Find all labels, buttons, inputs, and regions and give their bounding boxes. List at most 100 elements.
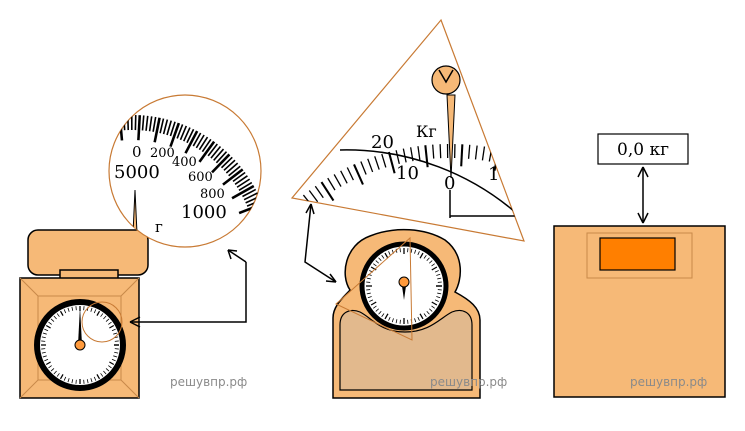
dial-tick	[292, 209, 297, 221]
dial-tick	[381, 313, 385, 317]
connector-arrow-3	[637, 166, 649, 224]
dial-tick	[437, 277, 442, 280]
dial-tick	[250, 210, 261, 217]
zoom2-needle-hub	[431, 65, 461, 95]
dial-tick	[340, 170, 348, 184]
dial-tick	[373, 305, 377, 309]
zoom1-unit: г	[155, 218, 163, 236]
dial-tick	[238, 181, 253, 191]
dial-tick	[152, 116, 157, 132]
dial-tick	[201, 138, 212, 153]
electronic-scale-display	[599, 237, 676, 271]
dial-tick	[113, 332, 118, 335]
dial-tick	[48, 321, 52, 325]
dial-tick	[292, 203, 308, 222]
dial-tick	[222, 168, 244, 186]
dial-tick	[153, 117, 161, 143]
dial-tick	[242, 188, 257, 198]
zoom1-label-600: 600	[188, 170, 213, 185]
dial-tick	[249, 256, 261, 263]
dial-tick	[428, 260, 433, 264]
dial-tick	[434, 270, 439, 273]
dial-tick	[391, 318, 394, 323]
dial-tick	[436, 296, 441, 299]
dial-tick	[56, 313, 60, 317]
zoom2-needle	[446, 94, 456, 179]
dial-tick	[145, 115, 149, 131]
dial-tick	[71, 379, 74, 384]
dial-tick	[410, 147, 414, 162]
dial-tick	[353, 163, 364, 185]
dial-tick	[105, 368, 110, 372]
dial-tick	[375, 260, 380, 264]
dial-tick	[243, 221, 261, 231]
dial-tick	[436, 273, 441, 276]
dial-tick	[254, 230, 261, 235]
dial-tick	[50, 318, 55, 322]
dial-tick	[267, 231, 284, 245]
dial-tick	[262, 237, 273, 245]
dial-tick	[431, 263, 435, 267]
dial-tick	[388, 316, 391, 321]
dial-tick	[417, 251, 420, 256]
dial-tick	[207, 143, 218, 157]
dial-tick	[210, 145, 222, 159]
dial-tick	[44, 328, 49, 332]
dial-tick	[90, 378, 93, 383]
dial-tick	[41, 336, 46, 339]
dial-tick	[255, 234, 261, 238]
dial-tick	[378, 257, 382, 262]
dial-tick	[246, 262, 265, 273]
dial-tick	[246, 241, 261, 247]
dial-tick	[373, 263, 377, 267]
dial-tick	[366, 277, 371, 280]
dial-tick	[374, 156, 380, 170]
display-readout: 0,0 кг	[617, 140, 669, 160]
dial-tick	[367, 296, 372, 299]
dial-tick	[402, 148, 407, 163]
dial-tick	[375, 308, 380, 312]
dial-tick	[56, 373, 60, 377]
dial-tick	[53, 370, 57, 375]
dial-tick	[90, 307, 93, 312]
dial-tick	[100, 313, 104, 317]
dial-tick	[434, 299, 439, 302]
dial-tick	[103, 370, 107, 375]
bathroom-scale-zoom: 20 10 0 1 Кг	[246, 18, 568, 273]
dial-tick	[169, 122, 181, 148]
dial-tick	[211, 153, 231, 174]
dial-tick	[122, 115, 126, 131]
dial-tick	[366, 292, 371, 295]
zoom1-label-5000: 5000	[114, 162, 160, 183]
dial-tick	[557, 176, 568, 195]
dial-tick	[93, 309, 97, 314]
dial-tick	[481, 146, 486, 161]
dial-tick	[232, 171, 246, 183]
dial-tick	[215, 151, 228, 164]
dial-tick	[159, 118, 165, 134]
dial-tick	[166, 120, 172, 136]
dial-tick	[41, 351, 46, 354]
zoom2-label-14: 1	[488, 164, 499, 185]
dial-tick	[378, 310, 382, 315]
dial-tick	[432, 144, 435, 159]
dial-tick	[231, 184, 255, 200]
dial-tick	[320, 181, 335, 202]
dial-tick	[474, 145, 478, 160]
dial-tick	[549, 169, 555, 182]
dial-tick	[370, 301, 377, 306]
dial-tick	[460, 144, 464, 167]
dial-tick	[467, 144, 471, 159]
dial-tick	[225, 162, 239, 174]
dial-tick	[414, 318, 417, 323]
dial-tick	[93, 376, 97, 381]
dial-tick	[179, 125, 188, 141]
dial-tick	[162, 119, 169, 135]
dial-tick	[71, 306, 74, 311]
dial-tick	[536, 162, 541, 175]
dial-tick	[426, 257, 430, 262]
dial-tick	[423, 255, 427, 259]
dial-tick	[67, 307, 70, 312]
dial-tick	[111, 328, 116, 332]
